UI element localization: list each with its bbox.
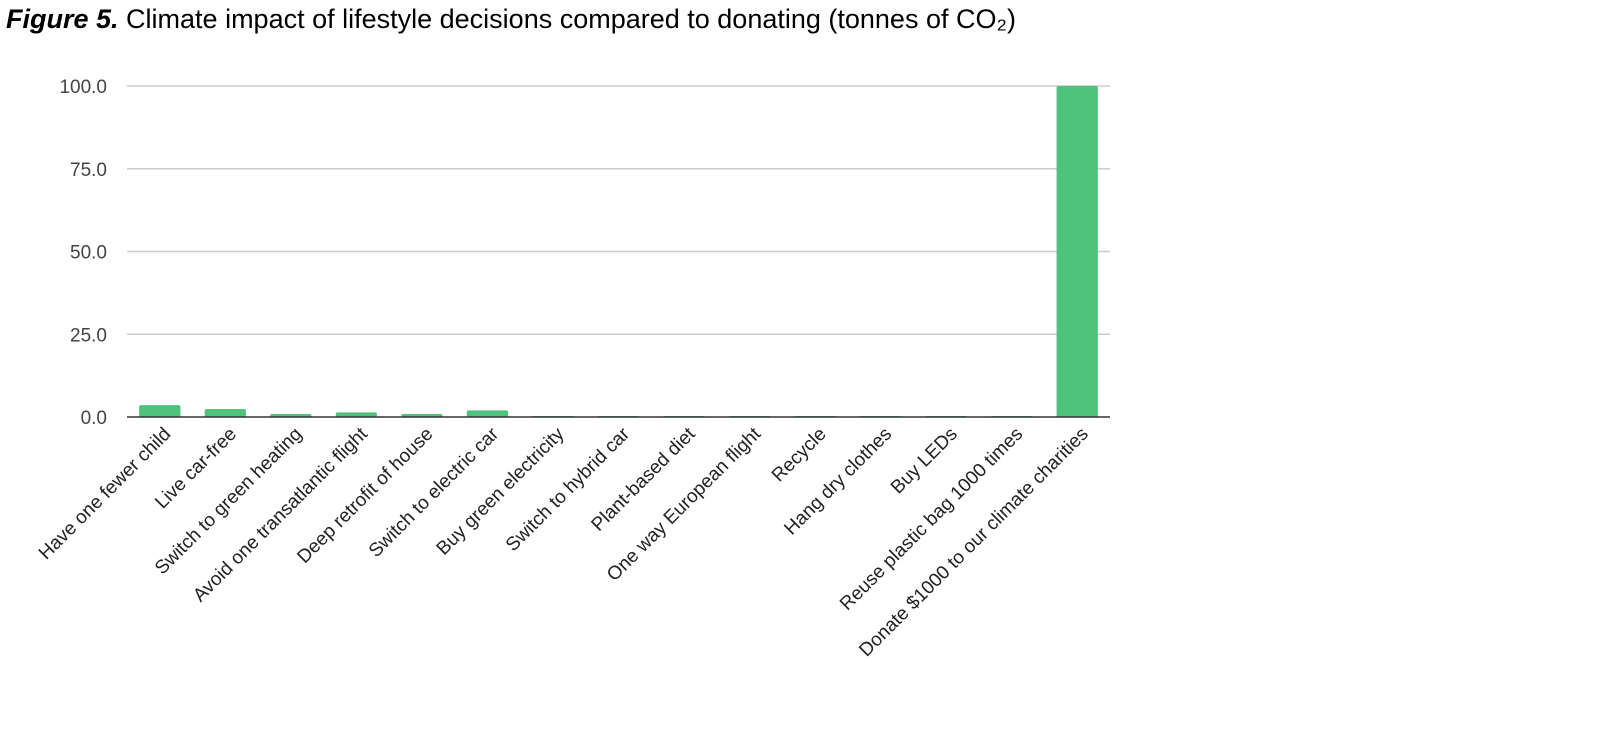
bar <box>466 410 509 417</box>
x-tick-label: Switch to hybrid car <box>502 423 635 556</box>
x-tick-label: Donate $1000 to our climate charities <box>855 424 1092 661</box>
y-tick-label: 50.0 <box>70 243 107 264</box>
figure-caption: Climate impact of lifestyle decisions co… <box>126 4 1016 34</box>
bar <box>204 409 246 417</box>
y-tick-label: 25.0 <box>70 325 107 346</box>
figure-title: Figure 5. Climate impact of lifestyle de… <box>6 4 1016 35</box>
bar <box>1056 86 1098 417</box>
bar <box>139 405 181 417</box>
x-tick-label: Recycle <box>768 424 831 487</box>
y-tick-label: 75.0 <box>70 160 107 181</box>
x-tick-label: Switch to electric car <box>365 423 504 562</box>
axis-labels: 0.0 25.0 50.0 75.0 100.0 Have one fewer child… <box>35 77 1093 661</box>
bar <box>335 412 378 417</box>
figure-label: Figure 5. <box>6 4 119 34</box>
x-tick-label: Have one fewer child <box>35 424 175 564</box>
y-tick-label: 0.0 <box>81 408 107 429</box>
gridlines <box>127 85 1110 335</box>
y-tick-label: 100.0 <box>59 77 107 98</box>
x-tick-label: Buy green electricity <box>433 423 569 559</box>
